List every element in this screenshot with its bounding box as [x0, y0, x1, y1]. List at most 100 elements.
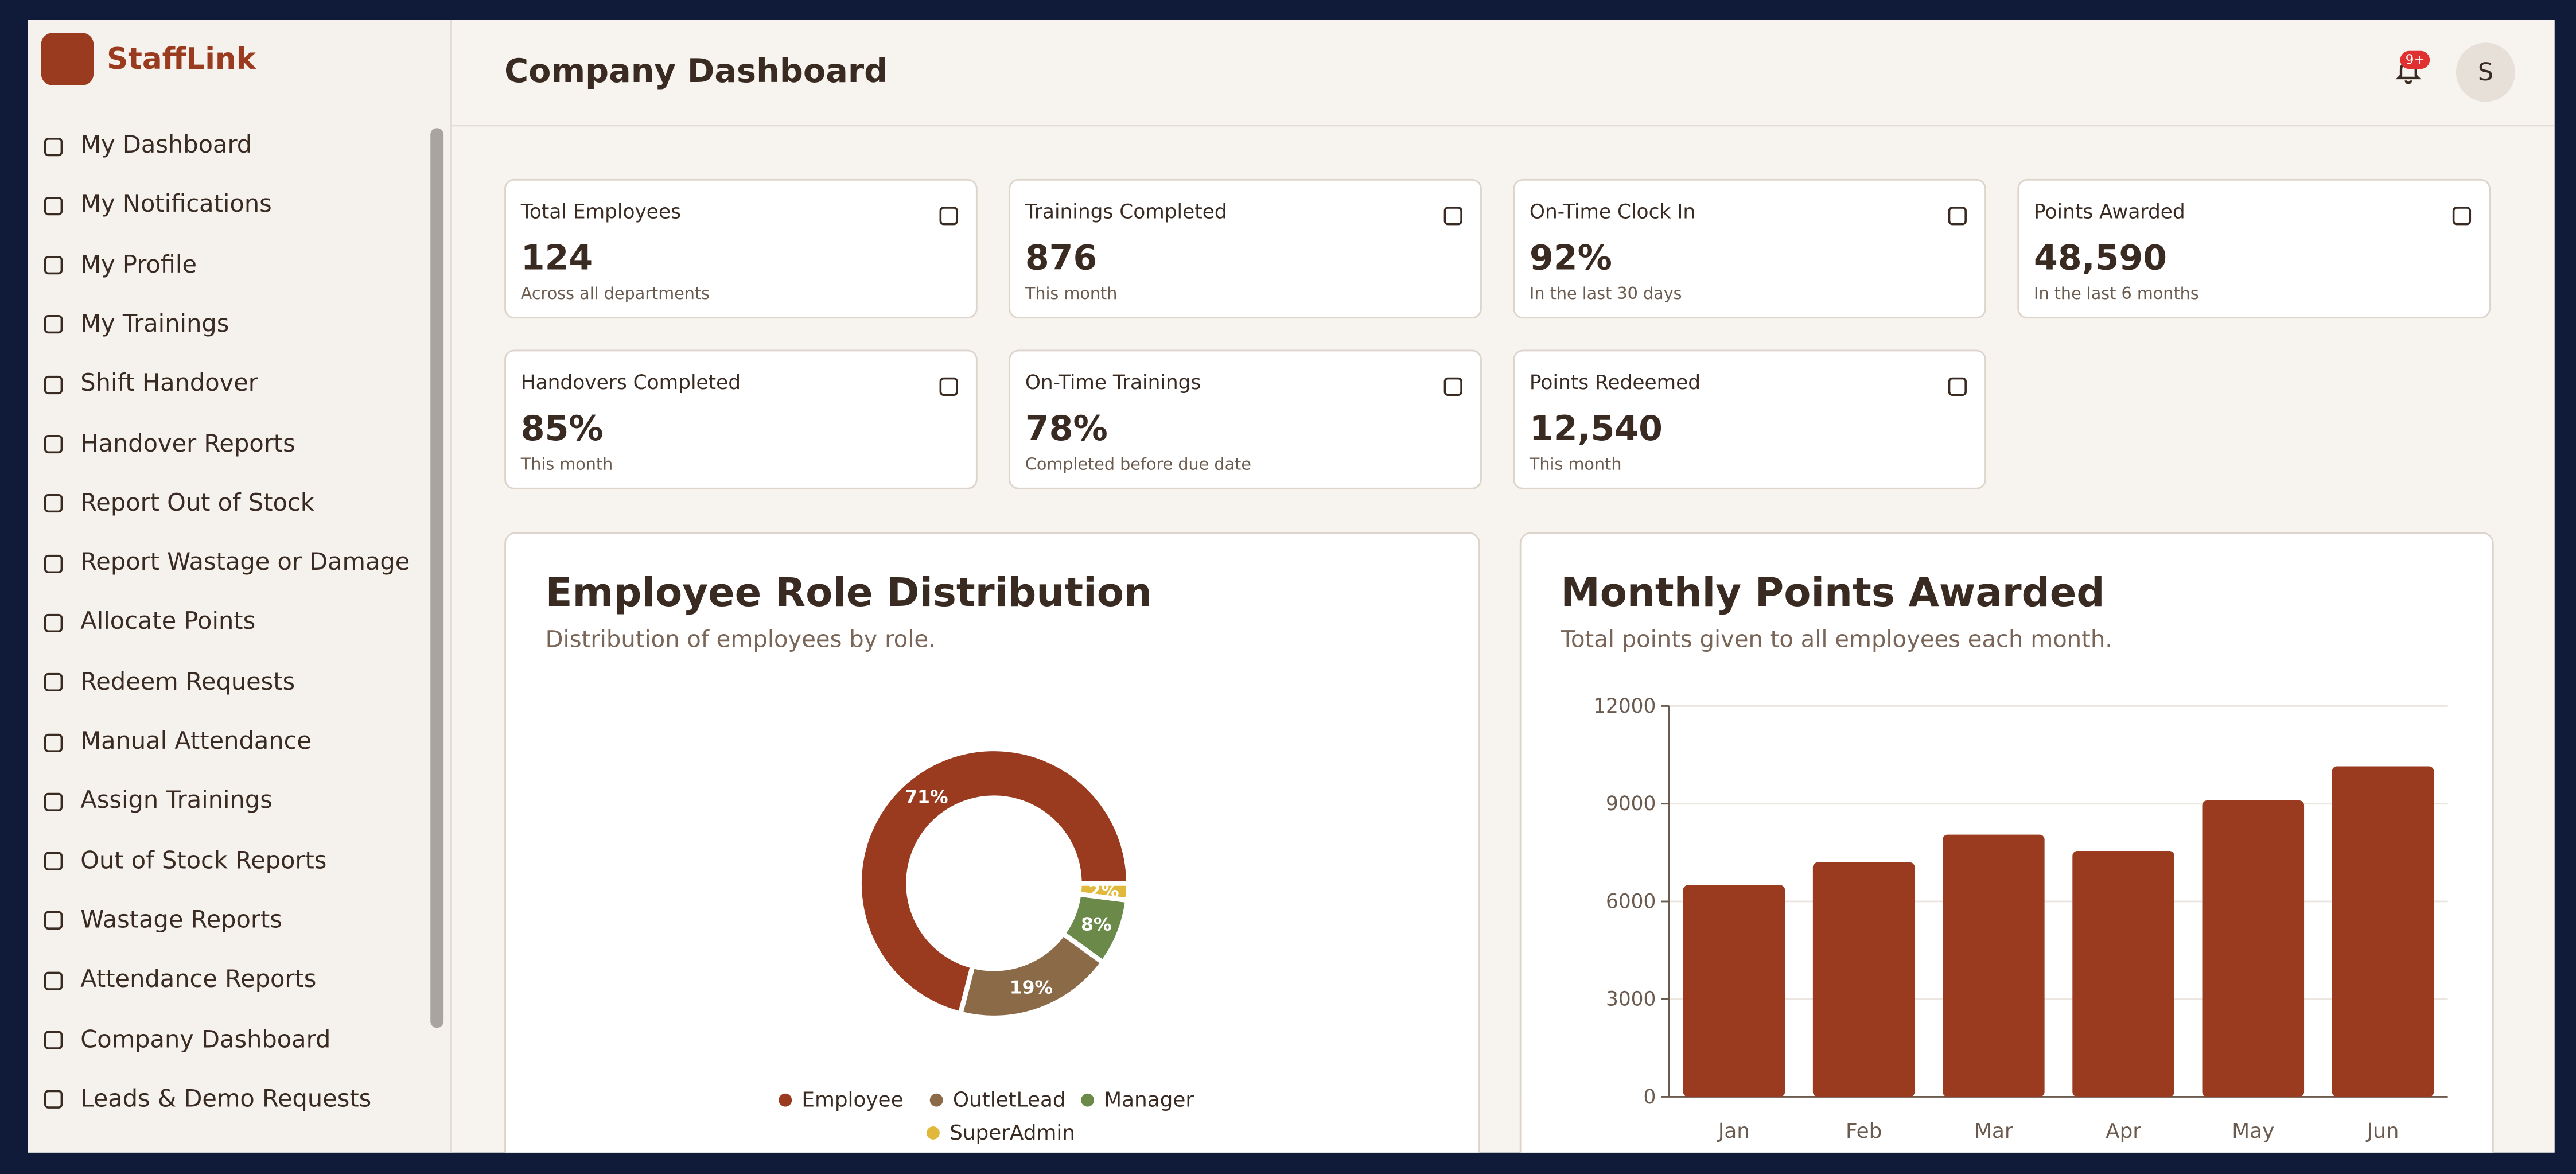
nav-item[interactable]: Wastage Reports — [41, 896, 282, 946]
card-sub: Across all departments — [520, 285, 710, 304]
legend-swatch — [929, 1093, 943, 1107]
card-sub: This month — [520, 456, 613, 475]
nav-label: Attendance Reports — [80, 967, 317, 994]
icon-shape — [1948, 207, 1967, 226]
nav-item[interactable]: Report Wastage or Damage — [41, 539, 410, 588]
icon-shape — [44, 792, 63, 811]
x-tick-label: May — [2232, 1119, 2274, 1143]
card-value: 92% — [1529, 238, 1612, 278]
nav-label: Wastage Reports — [80, 908, 282, 934]
nav-label: My Dashboard — [80, 133, 252, 160]
stat-card: On-Time Clock In 92% In the last 30 days — [1513, 178, 1986, 319]
icon-shape — [44, 256, 63, 275]
slice-label: 2% — [1088, 881, 1119, 901]
card-title: On-Time Trainings — [1025, 371, 1201, 394]
slice-label: 8% — [1081, 915, 1111, 935]
legend-swatch — [927, 1126, 940, 1140]
stat-card: Points Awarded 48,590 In the last 6 months — [2017, 178, 2491, 319]
card-value: 48,590 — [2034, 238, 2168, 278]
nav-item[interactable]: Redeem Requests — [41, 658, 295, 707]
card-value: 124 — [520, 238, 593, 278]
nav-item[interactable]: My Dashboard — [41, 122, 252, 171]
nav-item[interactable]: Company Dashboard — [41, 1016, 331, 1065]
nav: My Dashboard My Notifications My Profile My… — [28, 99, 426, 1145]
icon-shape — [1948, 377, 1967, 396]
stat-card: Points Redeemed 12,540 This month — [1513, 349, 1986, 489]
icon — [44, 434, 63, 454]
avatar[interactable]: S — [2456, 42, 2516, 102]
legend-label: SuperAdmin — [950, 1121, 1075, 1145]
icon — [939, 377, 958, 396]
nav-item[interactable]: Leads & Demo Requests — [41, 1075, 371, 1125]
y-tick-label: 0 — [1644, 1086, 1656, 1109]
chart-title: Monthly Points Awarded — [1561, 569, 2105, 616]
pie-chart: 71% 19% 8% 2% Employee OutletLead Manager Super… — [779, 746, 1194, 1145]
icon-shape — [44, 494, 63, 513]
card-sub: In the last 30 days — [1529, 285, 1682, 304]
legend-label: OutletLead — [953, 1089, 1066, 1112]
nav-item[interactable]: Shift Handover — [41, 360, 258, 409]
scrollbar[interactable] — [430, 128, 444, 1028]
x-tick-label: Jan — [1717, 1119, 1750, 1143]
icon — [44, 911, 63, 931]
nav-label: My Profile — [80, 252, 197, 279]
icon — [44, 1090, 63, 1109]
icon — [44, 792, 63, 811]
chart-subtitle: Distribution of employees by role. — [545, 627, 936, 654]
icon-shape — [1443, 377, 1462, 396]
icon-shape — [44, 1031, 63, 1049]
nav-item[interactable]: Attendance Reports — [41, 956, 317, 1005]
x-tick-label: Apr — [2106, 1119, 2141, 1143]
icon-shape — [44, 137, 63, 156]
x-tick-label: Jun — [2366, 1119, 2399, 1143]
bar — [2072, 850, 2174, 1097]
icon — [44, 137, 63, 156]
nav-item[interactable]: Assign Trainings — [41, 777, 273, 826]
stat-card: Handovers Completed 85% This month — [504, 349, 978, 489]
nav-item[interactable]: Report Out of Stock — [41, 479, 314, 528]
nav-item[interactable]: Notification Settings — [41, 1135, 322, 1145]
nav-label: Redeem Requests — [80, 669, 295, 696]
bar-panel: Monthly Points Awarded Total points give… — [1519, 532, 2494, 1153]
card-title: Total Employees — [520, 200, 682, 224]
nav-label: Shift Handover — [80, 371, 258, 398]
nav-label: Out of Stock Reports — [80, 848, 327, 875]
badge: 9+ — [2400, 50, 2430, 69]
card-title: Points Awarded — [2034, 200, 2185, 224]
nav-item[interactable]: Manual Attendance — [41, 717, 312, 767]
icon — [44, 494, 63, 513]
nav-item[interactable]: Allocate Points — [41, 598, 255, 648]
nav-item[interactable]: Out of Stock Reports — [41, 837, 327, 886]
nav-label: My Trainings — [80, 312, 229, 339]
header: Company Dashboard 9+ S — [452, 20, 2555, 127]
nav-item[interactable]: Handover Reports — [41, 419, 295, 469]
stat-card: Trainings Completed 876 This month — [1009, 178, 1482, 319]
pie-panel: Employee Role Distribution Distribution … — [504, 532, 1481, 1153]
slice-label: 71% — [905, 787, 948, 807]
brand[interactable]: StaffLink — [41, 33, 256, 85]
nav-item[interactable]: My Trainings — [41, 300, 229, 349]
bar — [1812, 862, 1915, 1097]
card-title: On-Time Clock In — [1529, 200, 1696, 224]
icon-shape — [939, 207, 958, 226]
icon — [44, 256, 63, 275]
icon — [1443, 377, 1462, 396]
pie-slice — [1076, 881, 1131, 903]
legend-label: Manager — [1104, 1089, 1194, 1112]
nav-label: My Notifications — [80, 192, 272, 219]
nav-item[interactable]: My Notifications — [41, 181, 272, 231]
nav-label: Assign Trainings — [80, 788, 273, 815]
nav-item[interactable]: My Profile — [41, 240, 197, 290]
stat-card: Total Employees 124 Across all departments — [504, 178, 978, 319]
icon — [44, 1031, 63, 1049]
icon-shape — [44, 911, 63, 931]
card-value: 78% — [1025, 409, 1108, 449]
bar — [2332, 766, 2434, 1097]
nav-label: Company Dashboard — [80, 1027, 331, 1054]
icon — [1948, 207, 1967, 226]
icon-shape — [2452, 207, 2472, 226]
icon-shape — [44, 316, 63, 335]
card-value: 12,540 — [1529, 409, 1663, 449]
